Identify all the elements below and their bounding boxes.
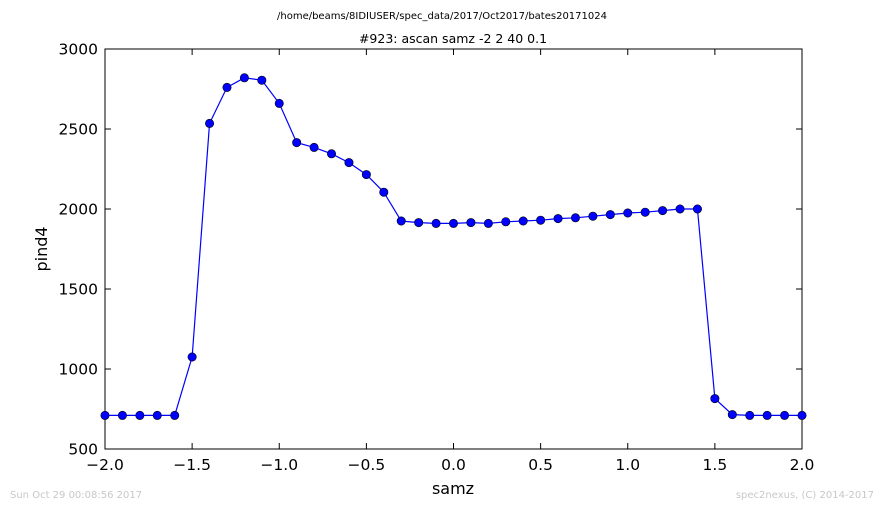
data-point — [170, 410, 180, 420]
data-point — [588, 211, 598, 221]
x-tick-label: −1.0 — [260, 456, 298, 474]
data-point — [623, 208, 633, 218]
y-tick-label: 1500 — [59, 281, 98, 299]
figure-suptitle: /home/beams/8IDIUSER/spec_data/2017/Oct2… — [277, 11, 607, 22]
data-point — [483, 218, 493, 228]
data-point — [135, 410, 145, 420]
data-point — [797, 410, 807, 420]
x-axis-label: samz — [432, 479, 474, 498]
data-point — [327, 149, 337, 159]
data-point — [727, 410, 737, 420]
data-point — [309, 142, 319, 152]
x-tick-label: 0.0 — [441, 456, 466, 474]
data-point — [518, 216, 528, 226]
data-point — [536, 215, 546, 225]
data-point — [396, 216, 406, 226]
data-point — [431, 218, 441, 228]
data-point — [414, 218, 424, 228]
y-tick-label: 2000 — [59, 201, 98, 219]
y-tick-label: 2500 — [59, 121, 98, 139]
footer-timestamp: Sun Oct 29 00:08:56 2017 — [10, 490, 142, 501]
x-tick-label: −0.5 — [348, 456, 386, 474]
data-point — [274, 98, 284, 108]
data-point — [100, 410, 110, 420]
data-point — [640, 207, 650, 217]
data-point — [605, 210, 615, 220]
y-tick-label: 3000 — [59, 41, 98, 59]
data-point — [222, 82, 232, 92]
x-tick-label: 1.5 — [703, 456, 728, 474]
data-point — [239, 73, 249, 83]
x-tick-label: −1.5 — [173, 456, 211, 474]
data-point — [762, 410, 772, 420]
data-point — [658, 206, 668, 216]
x-tick-label: −2.0 — [86, 456, 124, 474]
x-tick-label: 1.0 — [615, 456, 640, 474]
data-point — [448, 218, 458, 228]
data-point — [379, 187, 389, 197]
data-point — [257, 75, 267, 85]
y-tick-label: 500 — [68, 441, 98, 459]
chart-title: #923: ascan samz -2 2 40 0.1 — [359, 31, 547, 46]
axis-ticks: −2.0 −1.5 −1.0 −0.5 0.0 0.5 1.0 1.5 2.0 500 1000 15… — [59, 41, 815, 475]
data-point — [187, 352, 197, 362]
data-point — [117, 410, 127, 420]
data-point — [710, 394, 720, 404]
data-point — [570, 213, 580, 223]
data-point — [553, 214, 563, 224]
data-point — [501, 217, 511, 227]
data-point — [466, 218, 476, 228]
x-tick-label: 0.5 — [528, 456, 553, 474]
data-point — [692, 204, 702, 214]
y-tick-label: 1000 — [59, 361, 98, 379]
data-point — [205, 118, 215, 128]
data-point — [152, 410, 162, 420]
data-point — [780, 410, 790, 420]
data-point — [675, 204, 685, 214]
data-point — [292, 138, 302, 148]
x-tick-label: 2.0 — [790, 456, 815, 474]
plot-area — [104, 48, 803, 450]
footer-credit: spec2nexus, (C) 2014-2017 — [736, 490, 874, 501]
y-axis-label: pind4 — [32, 226, 51, 271]
data-point — [361, 170, 371, 180]
data-point — [344, 158, 354, 168]
data-series — [100, 73, 807, 420]
data-point — [745, 410, 755, 420]
